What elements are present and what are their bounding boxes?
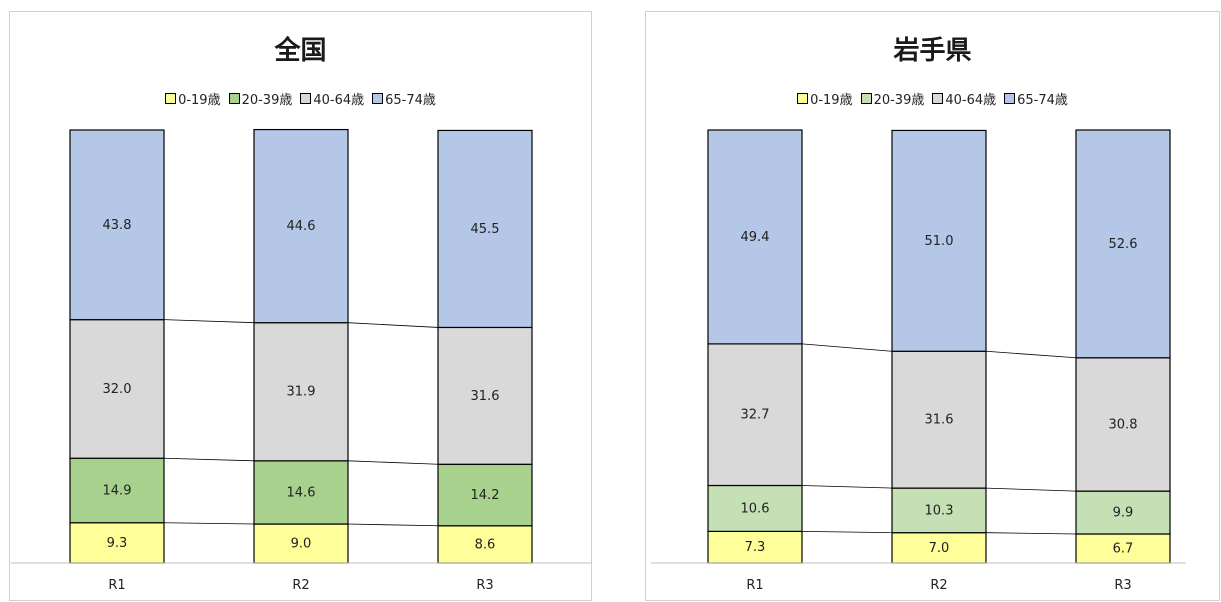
bar-segment	[253, 322, 349, 462]
bar-segment	[891, 487, 987, 534]
series-line	[801, 343, 893, 352]
bar-segment	[891, 350, 987, 489]
legend-label: 0-19歳	[810, 93, 853, 108]
legend-item: 0-19歳	[165, 89, 221, 108]
data-label: 44.6	[287, 219, 316, 234]
data-label: 10.6	[741, 501, 770, 516]
bar-segment	[707, 129, 803, 345]
data-label: 49.4	[741, 230, 770, 245]
data-label: 32.0	[103, 382, 132, 397]
data-label: 43.8	[103, 218, 132, 233]
data-label: 31.6	[471, 389, 500, 404]
chart-legend: 0-19歳 20-39歳 40-64歳 65-74歳	[646, 89, 1219, 108]
x-tick-label: R2	[292, 578, 309, 593]
series-line	[985, 487, 1077, 492]
legend-item: 20-39歳	[228, 89, 293, 108]
data-label: 7.3	[745, 540, 766, 555]
data-label: 6.7	[1113, 541, 1134, 556]
bar-segment	[69, 129, 165, 321]
series-line	[347, 460, 439, 465]
chart-plot: 9.3 14.9 32.0 43.8 R1 9.0 14.6 31.9 44.6 R2 8.6 14.…	[11, 128, 592, 593]
bar-segment	[1075, 129, 1171, 359]
legend-item: 40-64歳	[300, 89, 364, 108]
chart-panel-national: 全国 0-19歳 20-39歳 40-64歳 65-74歳 9.3 14.9 32.0 43…	[9, 11, 592, 601]
series-line	[163, 457, 255, 462]
legend-swatch	[300, 93, 312, 104]
data-label: 45.5	[471, 222, 500, 237]
legend-label: 20-39歳	[241, 93, 293, 108]
legend-label: 40-64歳	[945, 93, 997, 108]
legend-label: 20-39歳	[873, 93, 925, 108]
data-label: 10.3	[925, 503, 954, 518]
data-label: 9.0	[291, 537, 312, 552]
chart-plot: 7.3 10.6 32.7 49.4 R1 7.0 10.3 31.6 51.0 R2 6.7 9.9…	[651, 129, 1186, 593]
bar-segment	[253, 460, 349, 525]
series-line	[985, 532, 1077, 535]
legend-item: 40-64歳	[932, 89, 996, 108]
legend-swatch	[372, 93, 384, 104]
series-line	[347, 322, 439, 328]
data-label: 14.6	[287, 485, 316, 500]
data-label: 31.9	[287, 385, 316, 400]
legend-label: 40-64歳	[313, 93, 365, 108]
legend-swatch	[1004, 93, 1016, 104]
legend-swatch	[860, 93, 872, 104]
legend-item: 20-39歳	[860, 89, 925, 108]
legend-label: 0-19歳	[178, 93, 221, 108]
legend-swatch	[228, 93, 240, 104]
data-label: 8.6	[475, 537, 496, 552]
bar-segment	[707, 484, 803, 532]
data-label: 9.9	[1113, 506, 1134, 521]
chart-title: 全国	[274, 36, 327, 66]
legend-swatch	[932, 93, 944, 104]
data-label: 32.7	[741, 408, 770, 423]
bar-segment	[437, 129, 533, 329]
x-tick-label: R3	[476, 578, 493, 593]
legend-item: 65-74歳	[1004, 89, 1068, 108]
bar-segment	[891, 532, 987, 564]
legend-label: 65-74歳	[385, 93, 436, 108]
data-label: 9.3	[107, 536, 128, 551]
series-line	[347, 523, 439, 527]
data-label: 14.9	[103, 483, 132, 498]
bar-segment	[437, 463, 533, 527]
legend-swatch	[165, 93, 177, 104]
legend-item: 65-74歳	[372, 89, 436, 108]
legend-swatch	[797, 93, 809, 104]
data-label: 30.8	[1109, 417, 1138, 432]
bar-segment	[1075, 533, 1171, 564]
bar-segment	[253, 128, 349, 324]
series-line	[163, 319, 255, 324]
bar-segment	[437, 525, 533, 564]
bar-segment	[1075, 357, 1171, 492]
data-label: 31.6	[925, 413, 954, 428]
data-label: 51.0	[925, 234, 954, 249]
x-tick-label: R3	[1114, 578, 1131, 593]
bar-segment	[891, 129, 987, 352]
bar-segment	[1075, 490, 1171, 535]
chart-panel-iwate: 岩手県 0-19歳 20-39歳 40-64歳 65-74歳 7.3 10.6 32.7 4…	[645, 11, 1220, 601]
legend-label: 65-74歳	[1017, 93, 1068, 108]
chart-title: 岩手県	[893, 36, 972, 66]
series-line	[801, 485, 893, 489]
x-tick-label: R1	[746, 578, 763, 593]
data-label: 7.0	[929, 541, 950, 556]
data-label: 14.2	[471, 488, 500, 503]
legend-item: 0-19歳	[797, 89, 853, 108]
bar-segment	[707, 530, 803, 564]
x-tick-label: R1	[108, 578, 125, 593]
bar-segment	[437, 326, 533, 465]
series-line	[801, 530, 893, 534]
series-line	[985, 350, 1077, 359]
chart-legend: 0-19歳 20-39歳 40-64歳 65-74歳	[10, 89, 591, 108]
data-label: 52.6	[1109, 237, 1138, 252]
bar-segment	[707, 343, 803, 487]
series-line	[163, 522, 255, 525]
x-tick-label: R2	[930, 578, 947, 593]
